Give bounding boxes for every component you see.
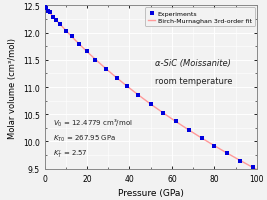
Experiments bbox=[174, 120, 178, 123]
Experiments bbox=[161, 112, 166, 115]
Text: $V_0$ = 12.4779 cm³/mol
$K_{T0}$ = 267.95 GPa
$K_T'$ = 2.57: $V_0$ = 12.4779 cm³/mol $K_{T0}$ = 267.9… bbox=[53, 117, 133, 160]
Experiments bbox=[42, 6, 47, 9]
Experiments bbox=[199, 136, 204, 140]
Line: Birch-Murnaghan 3rd-order fit: Birch-Murnaghan 3rd-order fit bbox=[45, 8, 257, 170]
Experiments bbox=[48, 12, 52, 15]
Birch-Murnaghan 3rd-order fit bbox=[217, 147, 220, 150]
Experiments bbox=[250, 166, 255, 169]
Experiments bbox=[58, 24, 62, 27]
Experiments bbox=[51, 16, 55, 19]
Experiments bbox=[76, 43, 81, 46]
Experiments bbox=[212, 145, 217, 148]
Birch-Murnaghan 3rd-order fit bbox=[144, 99, 147, 102]
Birch-Murnaghan 3rd-order fit bbox=[158, 110, 161, 112]
Experiments bbox=[64, 30, 68, 33]
Birch-Murnaghan 3rd-order fit bbox=[43, 6, 46, 9]
Birch-Murnaghan 3rd-order fit bbox=[169, 117, 172, 120]
Experiments bbox=[136, 94, 140, 97]
Experiments bbox=[125, 85, 129, 88]
Y-axis label: Molar volume (cm³/mol): Molar volume (cm³/mol) bbox=[8, 37, 17, 138]
Experiments bbox=[46, 10, 50, 13]
Birch-Murnaghan 3rd-order fit bbox=[145, 100, 148, 103]
Experiments bbox=[93, 59, 98, 62]
Birch-Murnaghan 3rd-order fit bbox=[255, 168, 258, 171]
Experiments bbox=[104, 68, 108, 71]
Text: α-SiC (Moissanite): α-SiC (Moissanite) bbox=[155, 58, 231, 67]
Legend: Experiments, Birch-Murnaghan 3rd-order fit: Experiments, Birch-Murnaghan 3rd-order f… bbox=[145, 8, 255, 27]
Experiments bbox=[148, 103, 153, 106]
Text: room temperature: room temperature bbox=[155, 76, 233, 85]
Experiments bbox=[115, 77, 119, 81]
Experiments bbox=[70, 36, 74, 39]
Experiments bbox=[85, 50, 89, 53]
Experiments bbox=[44, 7, 48, 10]
X-axis label: Pressure (GPa): Pressure (GPa) bbox=[118, 188, 184, 197]
Experiments bbox=[238, 159, 242, 162]
Experiments bbox=[54, 19, 58, 22]
Experiments bbox=[187, 129, 191, 132]
Experiments bbox=[225, 151, 229, 155]
Birch-Murnaghan 3rd-order fit bbox=[250, 166, 253, 168]
